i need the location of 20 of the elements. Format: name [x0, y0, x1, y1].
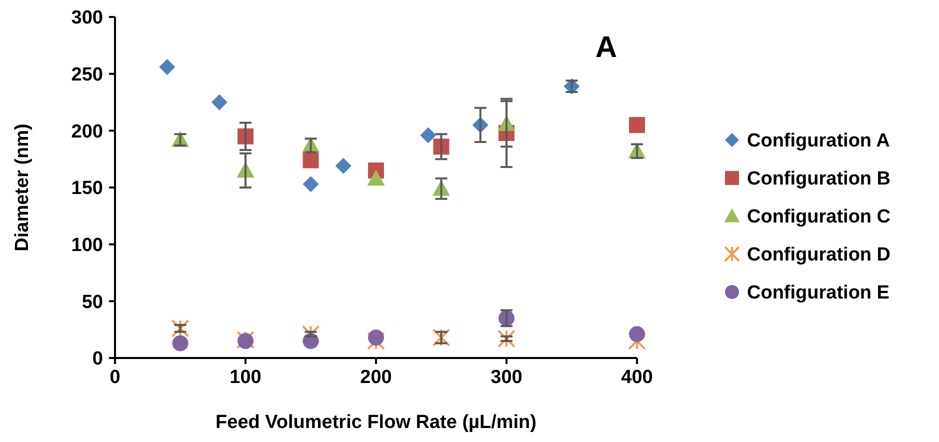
annotation: A	[595, 31, 617, 64]
y-tick-label: 50	[82, 292, 103, 313]
legend-label: Configuration A	[747, 130, 890, 152]
y-tick-label: 0	[92, 348, 103, 370]
y-tick-label: 200	[71, 121, 103, 142]
x-tick-label: 100	[230, 367, 262, 388]
legend-label: Configuration E	[747, 282, 890, 304]
x-tick-label: 200	[360, 367, 392, 388]
x-tick-label: 300	[490, 367, 522, 388]
y-tick-label: 250	[71, 64, 103, 86]
y-tick-label: 300	[71, 8, 103, 29]
y-tick-label: 100	[71, 234, 103, 256]
legend-label: Configuration C	[747, 206, 891, 228]
legend-label: Configuration D	[747, 244, 891, 266]
y-tick-label: 150	[71, 178, 103, 200]
x-tick-label: 0	[110, 367, 120, 388]
y-axis-title: Diameter (nm)	[12, 124, 33, 252]
legend-label: Configuration B	[747, 168, 891, 190]
x-axis-title: Feed Volumetric Flow Rate (µL/min)	[216, 412, 536, 433]
x-tick-label: 400	[621, 367, 653, 388]
